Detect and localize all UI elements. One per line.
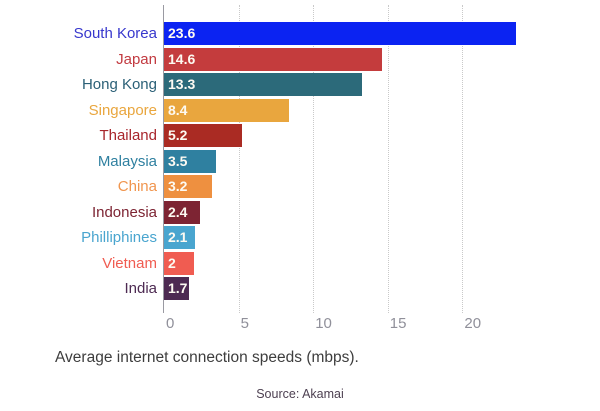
gridline (387, 5, 389, 313)
value-label: 1.7 (168, 280, 188, 296)
bar: 2.1 (164, 226, 196, 249)
bar: 14.6 (164, 47, 382, 71)
category-label: Japan (116, 50, 157, 68)
value-label: 14.6 (168, 50, 196, 67)
value-label: 2.1 (168, 229, 188, 245)
bar-row: Malaysia 3.5 (8, 149, 592, 173)
bar: 8.4 (164, 98, 290, 122)
value-label: 3.2 (168, 178, 188, 194)
bar-row: Japan 14.6 (8, 47, 592, 71)
value-label: 3.5 (168, 152, 188, 169)
gridline (462, 5, 464, 313)
gridline (313, 5, 315, 313)
bar: 5.2 (164, 124, 242, 147)
bar-row: Thailand 5.2 (8, 124, 592, 147)
x-tick-label: 0 (166, 315, 175, 332)
x-tick-label: 10 (315, 315, 332, 332)
x-tick-label: 20 (464, 315, 482, 332)
category-label: Vietnam (102, 254, 157, 272)
value-label: 8.4 (168, 101, 188, 118)
plot-area (163, 5, 588, 313)
category-label: China (117, 178, 157, 195)
value-label: 23.6 (168, 25, 196, 41)
bar: 2 (164, 251, 194, 275)
value-label: 5.2 (168, 127, 188, 143)
bar-rows: South Korea 23.6 Japan 14.6 Hong Kong 13.3 Sin… (8, 22, 592, 303)
value-label: 2 (168, 254, 176, 271)
gridline (238, 5, 240, 313)
category-label: Malaysia (97, 152, 157, 170)
x-axis: 0 5 10 15 20 (163, 315, 587, 335)
bar-row: South Korea 23.6 (8, 22, 592, 45)
x-tick-label: 15 (389, 315, 407, 332)
bar: 3.5 (164, 149, 217, 173)
bar: 2.4 (164, 200, 200, 224)
category-label: Indonesia (91, 203, 157, 221)
value-label: 2.4 (168, 203, 188, 220)
bar-row: Indonesia 2.4 (8, 200, 592, 224)
bar-row: Vietnam 2 (8, 251, 592, 275)
bar-row: Singapore 8.4 (8, 98, 592, 122)
bar: 1.7 (164, 277, 190, 300)
x-tick-label: 5 (240, 315, 249, 332)
bar-row: Hong Kong 13.3 (8, 73, 592, 96)
bar-chart: South Korea 23.6 Japan 14.6 Hong Kong 13.3 Sin… (0, 5, 600, 345)
bar-row: China 3.2 (8, 175, 592, 198)
category-label: South Korea (73, 25, 157, 42)
chart-caption: Average internet connection speeds (mbps… (55, 349, 359, 366)
bar-row: India 1.7 (8, 277, 592, 300)
category-label: Thailand (99, 127, 157, 144)
bar-row: Philliphines 2.1 (8, 226, 592, 249)
bar: 3.2 (164, 175, 212, 198)
bar: 23.6 (164, 22, 517, 45)
category-label: Hong Kong (81, 76, 157, 93)
category-label: Singapore (88, 101, 157, 119)
chart-source: Source: Akamai (256, 387, 344, 401)
category-label: Philliphines (81, 229, 157, 246)
category-label: India (124, 280, 157, 297)
bar: 13.3 (164, 73, 363, 96)
value-label: 13.3 (168, 76, 196, 92)
